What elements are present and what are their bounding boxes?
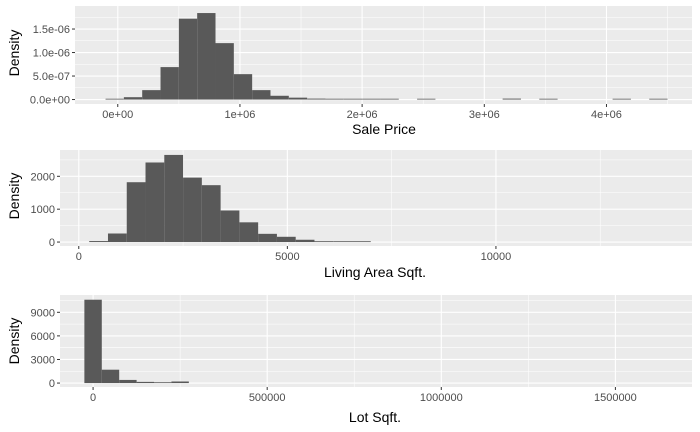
sale-price-histogram-bar bbox=[160, 67, 179, 100]
living-area-x-tick-label: 0 bbox=[76, 251, 82, 263]
sale-price-axes: 0e+00 1e+06 2e+06 3e+06 4e+06 0.0e+00 5.0e-07 1… bbox=[30, 24, 622, 121]
living-area-histogram-bar bbox=[107, 233, 127, 243]
lot-sqft-y-tick-label: 9000 bbox=[31, 307, 55, 319]
sale-price-histogram-bar bbox=[215, 43, 234, 100]
living-area-histogram-bar bbox=[220, 210, 240, 243]
sale-price-x-tick-label: 4e+06 bbox=[591, 109, 622, 121]
sale-price-histogram-bar bbox=[178, 18, 198, 100]
living-area-histogram-bar bbox=[201, 185, 221, 243]
living-area-histogram-bar bbox=[145, 162, 165, 243]
sale-price-histogram-bar bbox=[252, 90, 271, 100]
lot-sqft-y-title: Density bbox=[6, 318, 22, 365]
lot-sqft-histogram-bar bbox=[101, 369, 120, 384]
sale-price-histogram-bar bbox=[362, 98, 381, 100]
living-area-histogram-bar bbox=[295, 239, 315, 243]
living-area-histogram-bar bbox=[164, 154, 184, 243]
lot-sqft-x-tick-label: 0 bbox=[90, 392, 96, 404]
living-area-histogram-bar bbox=[126, 182, 146, 243]
living-area-histogram-bar bbox=[333, 241, 353, 243]
living-area-histogram-bar bbox=[314, 241, 334, 243]
sale-price-y-title: Density bbox=[6, 30, 22, 77]
sale-price-histogram-bar bbox=[325, 98, 344, 100]
lot-sqft-gridlines bbox=[60, 295, 692, 387]
sale-price-histogram-bar bbox=[123, 97, 143, 100]
lot-sqft-histogram-bar bbox=[171, 381, 189, 384]
living-area-histogram-bar bbox=[352, 241, 371, 243]
lot-sqft-histogram-bar bbox=[136, 381, 155, 384]
lot-sqft-y-tick-label: 3000 bbox=[31, 354, 55, 366]
sale-price-histogram-bar bbox=[105, 98, 124, 100]
lot-sqft-histogram-bar bbox=[84, 299, 102, 384]
lot-sqft-panel-background bbox=[60, 295, 692, 387]
lot-sqft-y-tick-label: 0 bbox=[49, 378, 55, 390]
sale-price-y-tick-label: 5.0e-07 bbox=[33, 71, 70, 83]
living-area-y-title: Density bbox=[6, 173, 22, 220]
living-area-histogram-bar bbox=[276, 236, 296, 243]
sale-price-x-tick-label: 2e+06 bbox=[347, 109, 378, 121]
sale-price-histogram-bar bbox=[649, 98, 668, 100]
sale-price-histogram-bar bbox=[612, 98, 631, 100]
sale-price-histogram-bar bbox=[380, 98, 399, 100]
living-area-y-tick-label: 1000 bbox=[31, 204, 55, 216]
sale-price-histogram-bar bbox=[142, 90, 161, 100]
lot-sqft-x-tick-label: 500000 bbox=[249, 392, 286, 404]
living-area-bars bbox=[89, 154, 371, 243]
sale-price-histogram-bar bbox=[288, 97, 308, 100]
lot-sqft-y-tick-label: 6000 bbox=[31, 331, 55, 343]
living-area-histogram: 0 5000 10000 0 1000 2000 Living Area Sqft. De… bbox=[6, 150, 692, 280]
lot-sqft-histogram: 0 500000 1000000 1500000 0 3000 6000 9000 Lot S… bbox=[6, 295, 692, 425]
living-area-y-tick-label: 2000 bbox=[31, 171, 55, 183]
sale-price-y-tick-label: 0.0e+00 bbox=[30, 95, 70, 107]
lot-sqft-x-tick-label: 1500000 bbox=[594, 392, 637, 404]
sale-price-bars bbox=[105, 13, 668, 100]
living-area-histogram-bar bbox=[258, 233, 277, 243]
sale-price-y-tick-label: 1.0e-06 bbox=[33, 48, 70, 60]
sale-price-histogram-bar bbox=[539, 98, 558, 100]
sale-price-histogram: 0e+00 1e+06 2e+06 3e+06 4e+06 0.0e+00 5.0e-07 1… bbox=[6, 6, 692, 137]
sale-price-histogram-bar bbox=[233, 74, 253, 100]
living-area-axes: 0 5000 10000 0 1000 2000 bbox=[31, 171, 512, 263]
sale-price-x-tick-label: 3e+06 bbox=[469, 109, 500, 121]
living-area-x-tick-label: 5000 bbox=[275, 251, 299, 263]
sale-price-histogram-bar bbox=[270, 95, 289, 100]
sale-price-x-title: Sale Price bbox=[352, 121, 416, 137]
living-area-histogram-bar bbox=[239, 222, 259, 243]
lot-sqft-histogram-bar bbox=[119, 379, 137, 384]
sale-price-x-tick-label: 0e+00 bbox=[102, 109, 133, 121]
lot-sqft-bars bbox=[84, 299, 189, 384]
lot-sqft-histogram-bar bbox=[154, 382, 172, 384]
sale-price-histogram-bar bbox=[197, 13, 216, 100]
sale-price-histogram-bar bbox=[343, 98, 363, 100]
living-area-x-tick-label: 10000 bbox=[481, 251, 512, 263]
sale-price-histogram-bar bbox=[502, 98, 521, 100]
sale-price-histogram-bar bbox=[417, 98, 436, 100]
sale-price-y-tick-label: 1.5e-06 bbox=[33, 24, 70, 36]
lot-sqft-axes: 0 500000 1000000 1500000 0 3000 6000 9000 bbox=[31, 307, 637, 404]
living-area-y-tick-label: 0 bbox=[49, 237, 55, 249]
living-area-x-title: Living Area Sqft. bbox=[324, 264, 426, 280]
sale-price-x-tick-label: 1e+06 bbox=[224, 109, 255, 121]
living-area-histogram-bar bbox=[183, 177, 202, 243]
lot-sqft-x-tick-label: 1000000 bbox=[420, 392, 463, 404]
sale-price-histogram-bar bbox=[307, 98, 326, 100]
living-area-histogram-bar bbox=[89, 241, 108, 243]
lot-sqft-x-title: Lot Sqft. bbox=[349, 409, 401, 425]
